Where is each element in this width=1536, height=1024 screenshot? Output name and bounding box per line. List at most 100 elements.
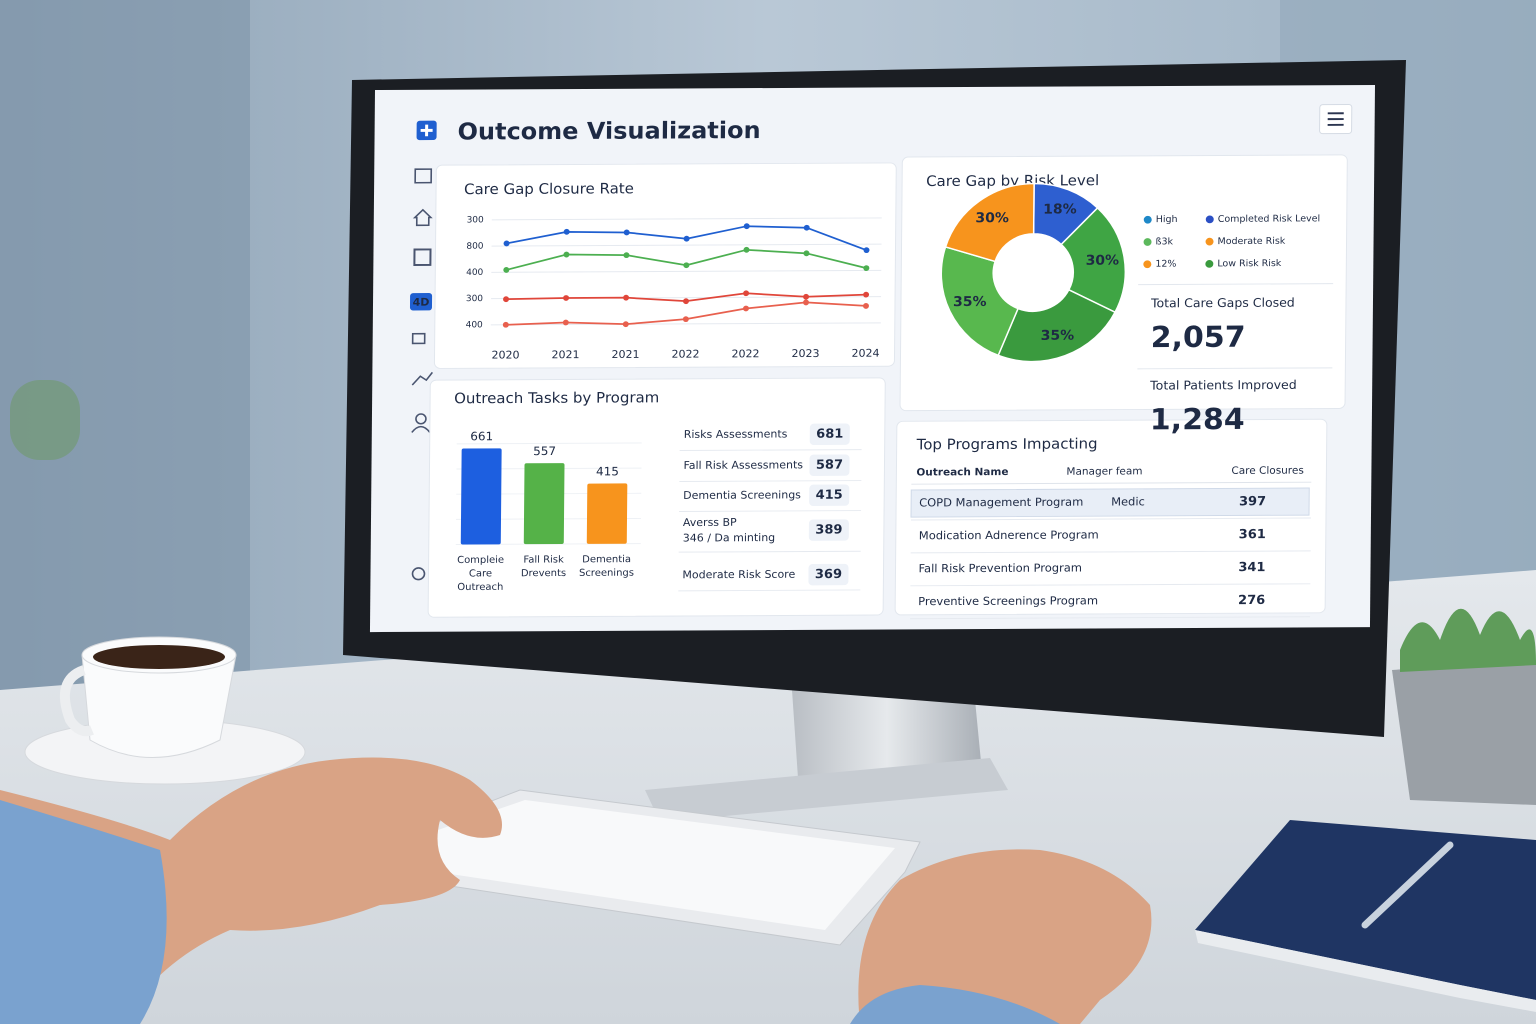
kpi-value: 1,284: [1150, 402, 1245, 436]
line-point: [503, 296, 510, 303]
sidebar-icon[interactable]: [412, 208, 433, 227]
bar-value-label: 557: [533, 444, 556, 458]
legend-swatch: [1143, 260, 1152, 269]
sidebar-icon-active[interactable]: [409, 292, 433, 311]
program-closures: 341: [1238, 560, 1265, 575]
notebook-pages: [1195, 930, 1536, 1012]
task-value: 369: [815, 567, 842, 582]
program-name: Modication Adnerence Program: [919, 529, 1099, 543]
bar-value-label: 415: [596, 464, 619, 478]
task-value-box: [809, 484, 850, 506]
x-tick-label: 2021: [611, 348, 639, 361]
card: [894, 418, 1328, 616]
sidebar-icon[interactable]: [415, 413, 427, 425]
line-point: [623, 252, 630, 259]
sidebar-icon: [411, 425, 431, 433]
sidebar-icon[interactable]: [411, 567, 426, 581]
succulent: [1400, 608, 1536, 672]
planter: [1392, 660, 1536, 805]
cup-handle: [59, 665, 94, 737]
pie-label: 30%: [1086, 253, 1120, 269]
task-divider: [678, 589, 861, 592]
table-divider: [910, 550, 1311, 554]
task-value: 681: [816, 427, 843, 442]
line-point: [803, 299, 810, 306]
sidebar-icon[interactable]: [414, 168, 433, 184]
line-point: [503, 240, 510, 247]
bar-value-label: 661: [470, 429, 493, 443]
bar-category-label: Outreach: [457, 582, 503, 593]
table-divider: [910, 616, 1311, 620]
line-point: [623, 229, 630, 236]
line-point: [742, 305, 749, 312]
line-point: [563, 251, 570, 258]
table-header: Manager feam: [1066, 466, 1142, 478]
line-point: [863, 291, 870, 298]
cup: [81, 654, 237, 758]
task-value: 587: [816, 458, 843, 473]
card: [433, 162, 897, 369]
bar: [523, 463, 565, 545]
program-closures: 397: [1239, 494, 1266, 509]
kpi-label: Total Care Gaps Closed: [1150, 296, 1295, 310]
bar: [586, 483, 628, 544]
grid-line: [491, 269, 882, 273]
sidebar-icon[interactable]: [413, 248, 432, 266]
line-point: [683, 235, 690, 242]
line-point: [622, 321, 629, 328]
pie-label: 30%: [975, 210, 1009, 226]
line-point: [743, 290, 750, 297]
line-point: [803, 293, 810, 300]
logo-cross: [420, 124, 433, 137]
task-label: Averss BP: [683, 516, 737, 529]
legend-label: Low Risk Risk: [1217, 258, 1282, 269]
sidebar-badge: 4D: [413, 296, 430, 309]
line-point: [503, 267, 510, 273]
legend-label: 12%: [1155, 259, 1176, 270]
window-frame: [0, 0, 250, 700]
table-divider: [911, 481, 1312, 485]
grid-line: [491, 217, 882, 221]
pie-slice: [940, 246, 1020, 357]
task-label: Fall Risk Assessments: [683, 458, 803, 471]
screen: Outcome Visualization 4D Care Gap Closur…: [369, 84, 1375, 633]
task-label: Dementia Screenings: [683, 488, 801, 501]
bar-category-label: Care: [469, 568, 492, 579]
bar-category-label: Screenings: [579, 568, 634, 579]
monitor-neck: [792, 690, 982, 778]
bar-category-label: Drevents: [521, 568, 566, 579]
blurred-plant: [10, 380, 80, 460]
task-divider: [679, 510, 862, 512]
coffee: [93, 645, 225, 669]
right-sleeve: [850, 985, 1060, 1024]
task-value: 389: [815, 523, 842, 538]
bar-category-label: Dementia: [582, 554, 631, 565]
table-header: Care Closures: [1231, 465, 1304, 477]
line-point: [743, 246, 750, 253]
sidebar-icon[interactable]: [411, 332, 426, 345]
line-point: [502, 321, 509, 328]
keyboard-keys: [370, 800, 895, 930]
table-divider: [910, 583, 1311, 587]
card-title: Top Programs Impacting: [916, 436, 1098, 454]
divider: [1137, 367, 1333, 370]
program-name: Fall Risk Prevention Program: [918, 562, 1082, 576]
kpi-value: 2,057: [1151, 320, 1246, 354]
program-manager: Medic: [1111, 495, 1145, 508]
legend-swatch: [1205, 215, 1214, 224]
menu-icon: [1327, 112, 1344, 126]
y-tick-label: 400: [466, 320, 484, 330]
legend-swatch: [1205, 237, 1214, 246]
x-tick-label: 2024: [851, 347, 879, 360]
line-point: [683, 262, 690, 269]
pen: [1361, 841, 1454, 929]
pie-label: 35%: [953, 294, 987, 310]
left-sleeve: [0, 800, 167, 1024]
table-header: Outreach Name: [916, 466, 1008, 478]
line-point: [683, 298, 690, 305]
program-name: COPD Management Program: [919, 496, 1083, 510]
legend-label: Completed Risk Level: [1218, 213, 1320, 224]
sidebar-icon[interactable]: [411, 371, 434, 386]
task-value-box: [808, 563, 849, 586]
